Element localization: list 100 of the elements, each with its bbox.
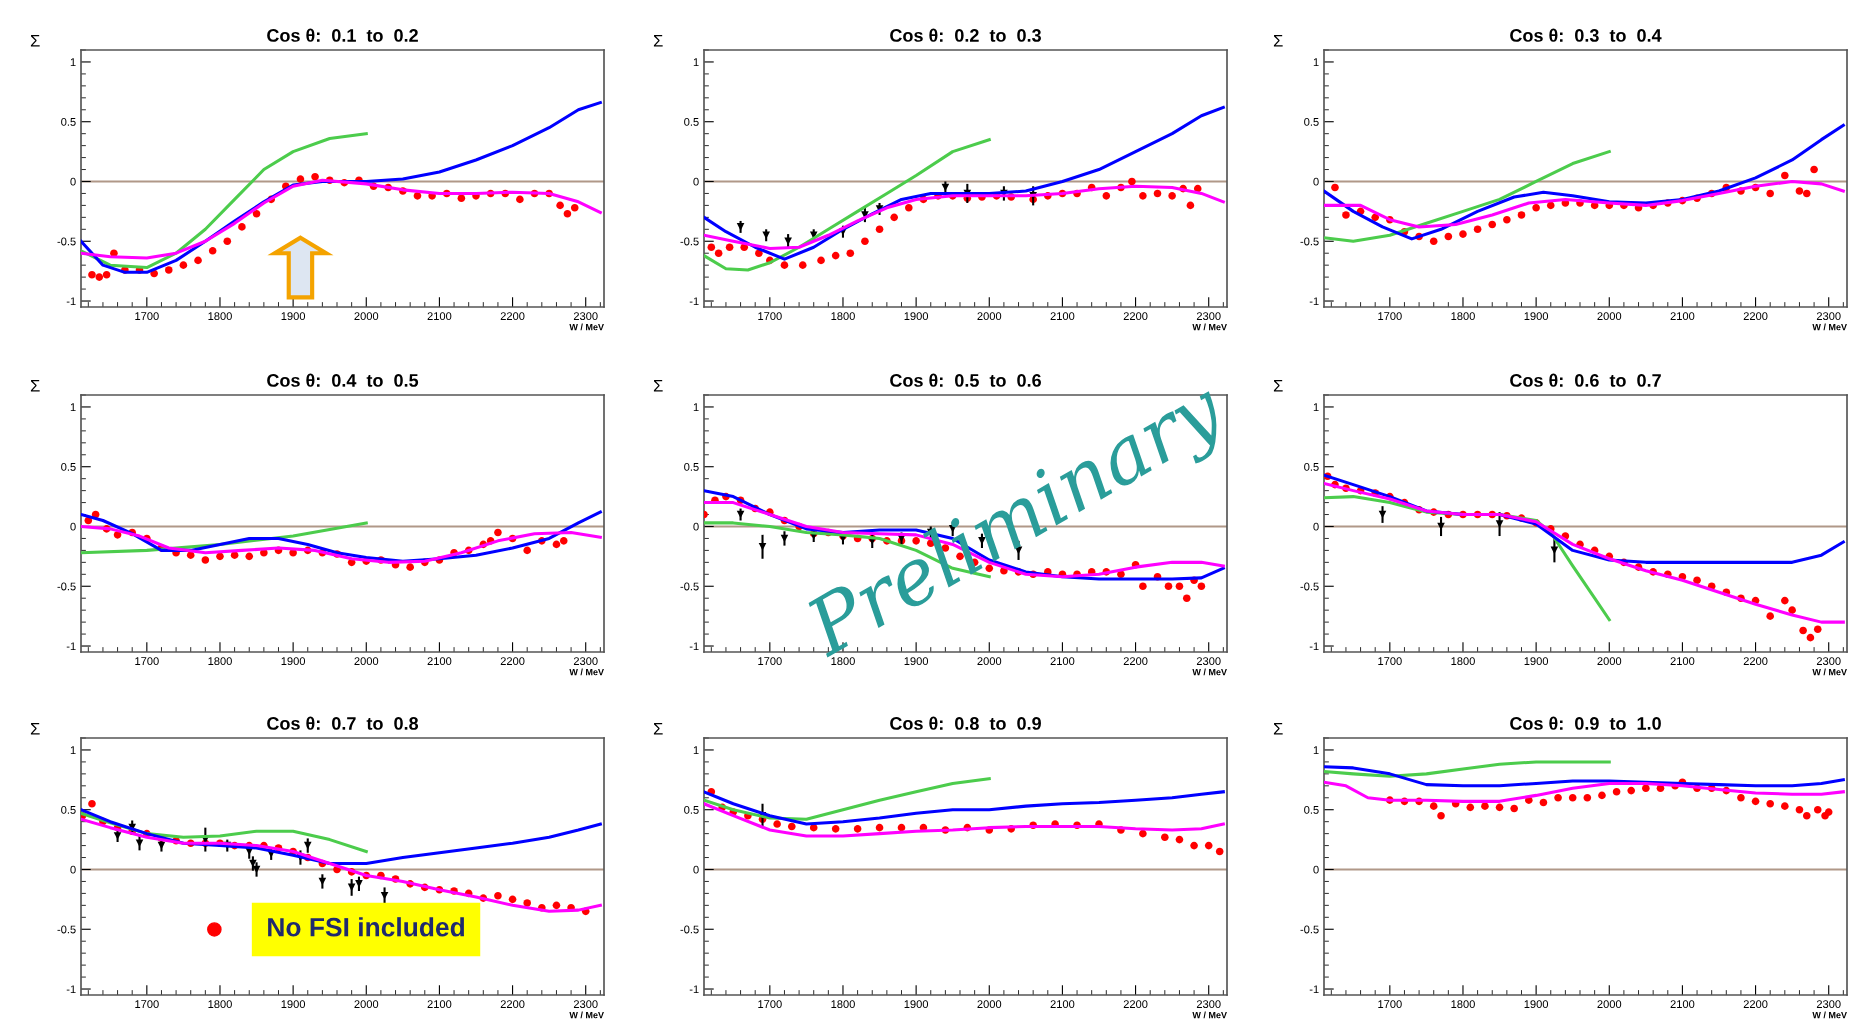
chart-title: Cos θ: 0.8 to 0.9 [890, 716, 1041, 730]
x-tick-label: 1800 [1451, 1000, 1475, 1009]
x-tick-label: 2300 [573, 657, 598, 666]
x-tick-label: 2200 [1123, 1000, 1148, 1009]
x-tick-label: 2000 [354, 312, 379, 321]
x-axis-title: W / MeV [1812, 1011, 1847, 1019]
x-axis-title: W / MeV [1812, 323, 1847, 331]
x-tick-label: 2200 [500, 657, 525, 666]
chart-title: Cos θ: 0.6 to 0.7 [1510, 373, 1661, 387]
x-tick-label: 1700 [758, 657, 782, 666]
y-tick-label: -1 [689, 297, 699, 306]
x-tick-label: 1900 [1524, 312, 1549, 321]
x-tick-label: 2100 [427, 1000, 452, 1009]
y-tick-label: 1 [693, 58, 699, 66]
y-axis-title: Σ [653, 35, 663, 47]
x-tick-label: 1700 [1378, 657, 1402, 666]
x-tick-label: 1800 [831, 657, 855, 666]
y-tick-label: -1 [689, 985, 699, 994]
y-tick-label: 0 [693, 522, 699, 531]
x-tick-label: 2100 [427, 312, 452, 321]
y-tick-label: -1 [689, 642, 699, 651]
x-tick-label: 2100 [1050, 1000, 1075, 1009]
y-tick-label: -1 [66, 985, 76, 994]
x-tick-label: 2200 [1743, 1000, 1768, 1009]
y-tick-label: 0 [1313, 522, 1319, 531]
y-tick-label: 0 [1313, 177, 1319, 186]
x-tick-label: 1800 [1451, 312, 1475, 321]
annotation: No FSI included [268, 917, 464, 937]
y-tick-label: -1 [66, 297, 76, 306]
y-tick-label: 0 [693, 865, 699, 874]
x-tick-label: 2300 [573, 312, 598, 321]
x-tick-label: 2100 [1670, 1000, 1695, 1009]
x-tick-label: 1900 [904, 657, 929, 666]
x-tick-label: 1700 [135, 657, 159, 666]
y-axis-title: Σ [1273, 723, 1283, 735]
chart-title: Cos θ: 0.5 to 0.6 [890, 373, 1041, 387]
x-tick-label: 2200 [1123, 657, 1148, 666]
y-axis-title: Σ [653, 380, 663, 392]
y-tick-label: 1 [70, 746, 76, 754]
y-tick-label: 1 [693, 746, 699, 754]
chart-title: Cos θ: 0.7 to 0.8 [267, 716, 419, 730]
y-tick-label: 1 [1313, 403, 1319, 411]
y-tick-label: -1 [1309, 297, 1319, 306]
x-tick-label: 1700 [1378, 1000, 1402, 1009]
chart-title: Cos θ: 0.1 to 0.2 [267, 28, 418, 42]
chart-title: Cos θ: 0.3 to 0.4 [1510, 28, 1662, 42]
x-tick-label: 2000 [354, 657, 379, 666]
x-tick-label: 1800 [208, 657, 232, 666]
chart-title: Cos θ: 0.2 to 0.3 [890, 28, 1041, 42]
x-tick-label: 1800 [1451, 657, 1475, 666]
x-tick-label: 2200 [1743, 657, 1768, 666]
x-tick-label: 2200 [500, 1000, 525, 1009]
y-tick-label: -1 [1309, 642, 1319, 651]
y-axis-title: Σ [653, 723, 663, 735]
x-tick-label: 1900 [281, 1000, 306, 1009]
x-tick-label: 2300 [573, 1000, 598, 1009]
x-tick-label: 2200 [1123, 312, 1148, 321]
y-tick-label: 0 [693, 177, 699, 186]
x-tick-label: 1900 [1524, 1000, 1549, 1009]
y-tick-label: 0.5 [61, 117, 76, 126]
x-axis-title: W / MeV [1192, 323, 1227, 331]
x-axis-title: W / MeV [1192, 1011, 1227, 1019]
y-tick-label: 0.5 [1304, 805, 1319, 814]
x-tick-label: 2300 [1816, 312, 1841, 321]
chart-title: Cos θ: 0.4 to 0.5 [267, 373, 419, 387]
x-tick-label: 1900 [904, 1000, 929, 1009]
x-axis-title: W / MeV [569, 1011, 604, 1019]
x-tick-label: 1900 [281, 657, 306, 666]
x-tick-label: 1800 [208, 1000, 232, 1009]
x-tick-label: 2200 [500, 312, 525, 321]
x-tick-label: 2000 [1597, 657, 1622, 666]
y-tick-label: 0 [70, 177, 76, 186]
y-axis-title: Σ [30, 380, 40, 392]
x-tick-label: 2100 [1670, 312, 1695, 321]
y-axis-title: Σ [30, 35, 40, 47]
x-tick-label: 2100 [427, 657, 452, 666]
x-tick-label: 1700 [758, 1000, 782, 1009]
x-tick-label: 1700 [135, 312, 159, 321]
y-axis-title: Σ [30, 723, 40, 735]
y-axis-title: Σ [1273, 35, 1283, 47]
y-tick-label: 1 [693, 403, 699, 411]
y-tick-label: 0 [1313, 865, 1319, 874]
x-tick-label: 1700 [135, 1000, 159, 1009]
y-tick-label: 0.5 [61, 462, 76, 471]
y-tick-label: 1 [1313, 746, 1319, 754]
x-tick-label: 2300 [1196, 312, 1221, 321]
y-tick-label: -1 [1309, 985, 1319, 994]
x-tick-label: 2300 [1196, 657, 1221, 666]
x-tick-label: 1700 [1378, 312, 1402, 321]
x-tick-label: 2100 [1050, 312, 1075, 321]
y-tick-label: 0.5 [61, 805, 76, 814]
x-tick-label: 2000 [977, 657, 1002, 666]
x-axis-title: W / MeV [1812, 668, 1847, 676]
y-tick-label: -0.5 [1300, 237, 1319, 246]
y-tick-label: 0 [70, 522, 76, 531]
x-tick-label: 2000 [977, 1000, 1002, 1009]
y-tick-label: 0.5 [1304, 117, 1319, 126]
x-tick-label: 1800 [831, 312, 855, 321]
x-tick-label: 1900 [281, 312, 306, 321]
x-tick-label: 2300 [1816, 657, 1841, 666]
